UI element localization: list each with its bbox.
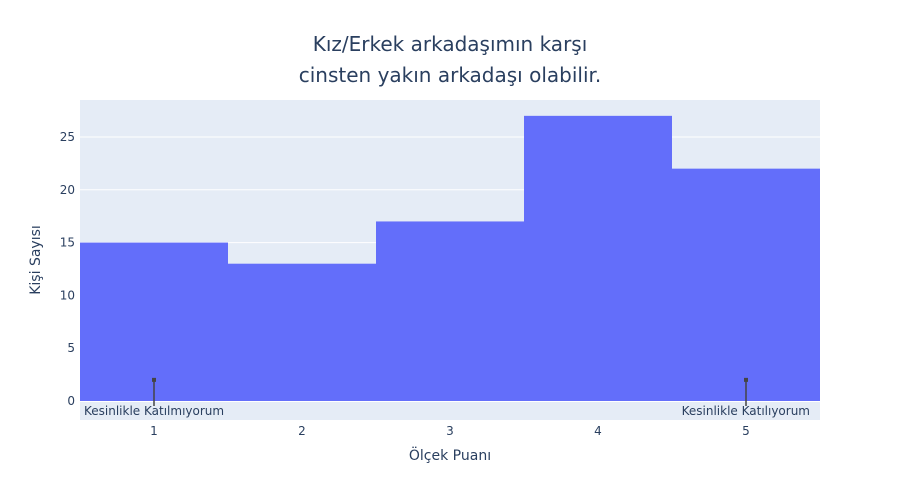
bar-series [80,115,820,401]
annotation-arrowhead-2 [744,377,748,382]
chart-title-line-2: cinsten yakın arkadaşı olabilir. [299,63,602,87]
x-tick-label-4: 4 [594,424,602,438]
chart-title-line-1: Kız/Erkek arkadaşımın karşı [313,32,588,56]
bar-5 [672,168,820,401]
x-tick-label-1: 1 [150,424,158,438]
y-axis-title: Kişi Sayısı [28,225,44,295]
x-tick-label-2: 2 [298,424,306,438]
annotation-arrowhead-1 [152,377,156,382]
bar-3 [376,221,524,401]
annotation-label-1: Kesinlikle Katılmıyorum [84,404,224,418]
annotations: Kesinlikle Katılmıyorum Kesinlikle Katılı… [84,377,810,418]
bar-2 [228,263,376,401]
y-tick-label-25: 25 [60,130,75,144]
x-axis-title: Ölçek Puanı [409,446,491,464]
y-axis-ticks: 0 5 10 15 20 25 [60,130,75,408]
y-tick-label-0: 0 [67,394,75,408]
bar-4 [524,115,672,401]
y-tick-label-20: 20 [60,183,75,197]
annotation-label-2: Kesinlikle Katılıyorum [682,404,810,418]
y-tick-label-5: 5 [67,341,75,355]
y-tick-label-10: 10 [60,288,75,302]
y-tick-label-15: 15 [60,236,75,250]
x-axis-ticks: 1 2 3 4 5 [150,424,750,438]
bar-1 [80,242,228,401]
x-tick-label-3: 3 [446,424,454,438]
x-tick-label-5: 5 [742,424,750,438]
